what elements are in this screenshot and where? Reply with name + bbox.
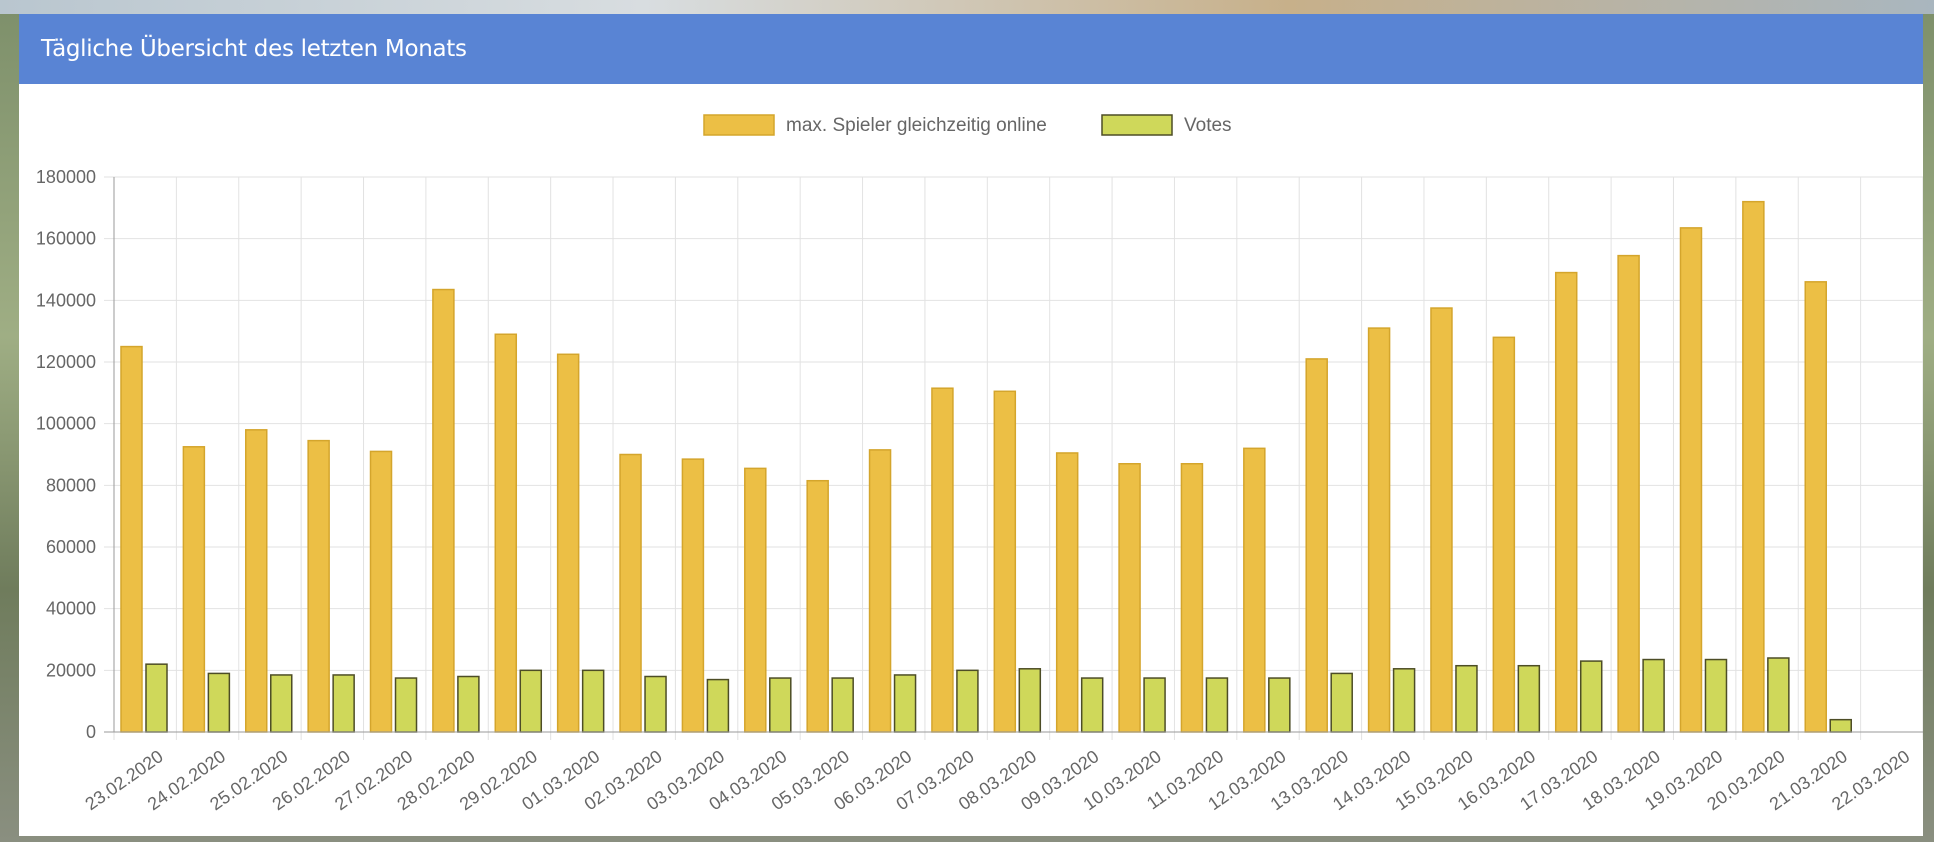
bar-players xyxy=(369,450,393,733)
bar-players xyxy=(1804,281,1827,733)
bar-votes xyxy=(1268,677,1291,733)
y-tick-label: 40000 xyxy=(46,599,96,619)
bar-votes xyxy=(956,669,979,733)
bar-votes xyxy=(893,674,917,733)
background-strip xyxy=(0,0,1934,14)
bar-players xyxy=(432,288,455,733)
bar-players xyxy=(806,479,829,733)
bar-players xyxy=(1305,358,1328,733)
y-tick-label: 0 xyxy=(86,722,96,742)
bar-votes xyxy=(644,675,667,733)
bar-players xyxy=(868,449,892,733)
bar-players xyxy=(1180,463,1204,733)
y-tick-label: 180000 xyxy=(36,167,96,187)
bar-players xyxy=(1554,271,1578,733)
bar-players xyxy=(931,387,954,733)
y-tick-label: 100000 xyxy=(36,414,96,434)
bar-votes xyxy=(706,678,730,733)
y-tick-label: 160000 xyxy=(36,229,96,249)
bar-votes xyxy=(1143,677,1166,733)
bar-players xyxy=(1679,227,1703,733)
bar-votes xyxy=(1455,664,1478,733)
bar-chart: max. Spieler gleichzeitig online Votes 0 2… xyxy=(36,114,1924,814)
bar-votes xyxy=(457,675,480,733)
bar-players xyxy=(494,333,518,733)
bar-votes xyxy=(519,669,543,733)
y-tick-label: 80000 xyxy=(46,475,96,495)
bar-players xyxy=(993,390,1017,733)
bar-votes xyxy=(145,663,168,733)
bar-votes xyxy=(1579,660,1603,733)
bar-votes xyxy=(207,672,231,733)
legend: max. Spieler gleichzeitig online Votes xyxy=(703,114,1232,136)
legend-label-votes: Votes xyxy=(1184,115,1232,136)
bar-players xyxy=(1367,327,1391,733)
bar-players xyxy=(556,353,580,733)
bar-votes xyxy=(831,677,854,733)
y-tick-label: 140000 xyxy=(36,290,96,310)
legend-swatch-players xyxy=(703,114,775,136)
bar-votes xyxy=(1205,677,1229,733)
bar-votes xyxy=(332,674,355,733)
y-tick-label: 20000 xyxy=(46,660,96,680)
bar-players xyxy=(1492,336,1516,733)
bar-players xyxy=(619,453,642,733)
bar-players xyxy=(182,446,206,733)
bar-players xyxy=(744,467,767,733)
bar-players xyxy=(1742,200,1765,733)
bar-votes xyxy=(1330,672,1353,733)
bar-votes xyxy=(1642,658,1665,733)
bar-players xyxy=(245,429,268,733)
bar-votes xyxy=(581,669,605,733)
chart-area: max. Spieler gleichzeitig online Votes 0 2… xyxy=(19,84,1924,836)
bar-votes xyxy=(1704,658,1728,733)
bar-votes xyxy=(769,677,792,733)
bar-players xyxy=(1617,254,1640,733)
grid xyxy=(104,176,1924,740)
legend-swatch-votes xyxy=(1101,114,1173,136)
panel-title: Tägliche Übersicht des letzten Monats xyxy=(41,36,467,62)
bar-players xyxy=(1118,463,1141,733)
chart-panel: Tägliche Übersicht des letzten Monats ma… xyxy=(19,14,1924,836)
bar-votes xyxy=(1829,718,1852,733)
bar-votes xyxy=(1080,677,1104,733)
bar-players xyxy=(120,345,143,733)
y-tick-label: 60000 xyxy=(46,537,96,557)
y-tick-label: 120000 xyxy=(36,352,96,372)
bar-players xyxy=(681,458,705,733)
bars xyxy=(120,200,1852,733)
bar-votes xyxy=(1018,668,1042,733)
bar-votes xyxy=(1517,664,1541,733)
bar-votes xyxy=(270,674,293,733)
bar-votes xyxy=(394,677,418,733)
bar-players xyxy=(1055,452,1079,733)
bar-votes xyxy=(1767,657,1790,733)
bar-players xyxy=(1243,447,1266,733)
panel-header: Tägliche Übersicht des letzten Monats xyxy=(19,14,1923,84)
bar-players xyxy=(307,439,330,733)
bar-players xyxy=(1430,307,1453,733)
legend-label-players: max. Spieler gleichzeitig online xyxy=(786,115,1047,136)
bar-votes xyxy=(1392,668,1416,733)
